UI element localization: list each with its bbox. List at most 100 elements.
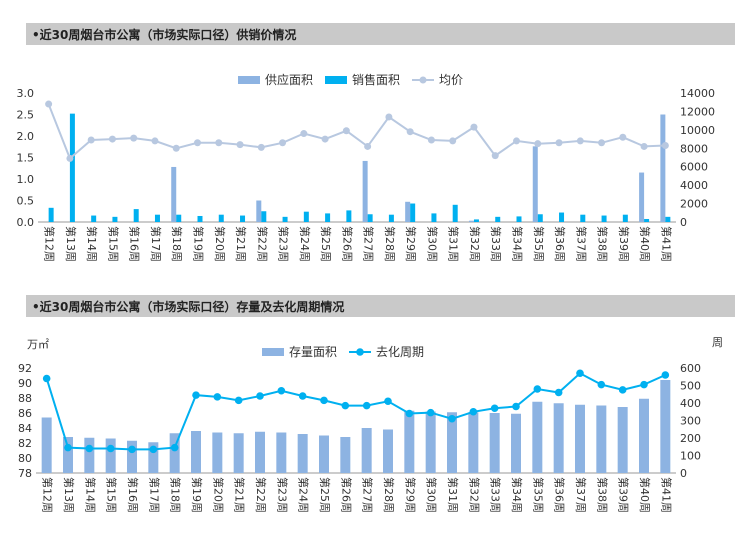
x-tick-label: 第30周 xyxy=(425,226,439,262)
left-tick-label: 78 xyxy=(18,467,32,480)
x-tick-label: 第25周 xyxy=(318,477,332,513)
bar-stock xyxy=(233,433,244,473)
bar-stock xyxy=(127,440,137,473)
x-tick-label: 第29周 xyxy=(404,226,418,262)
x-tick-label: 第13周 xyxy=(62,477,76,513)
bar-stock xyxy=(468,412,479,473)
x-tick-label: 第21周 xyxy=(233,477,247,513)
point-cycle xyxy=(661,371,670,379)
left-tick-label: 84 xyxy=(18,422,32,435)
right-tick-label: 200 xyxy=(680,432,701,445)
point-cycle xyxy=(298,392,307,400)
bar-stock xyxy=(660,380,671,473)
point-cycle xyxy=(554,388,563,397)
bar-stock xyxy=(276,432,287,473)
x-tick-label: 第12周 xyxy=(43,226,57,262)
point-cycle xyxy=(405,409,414,418)
point-price xyxy=(555,139,563,147)
left-tick-label: 3.0 xyxy=(17,87,35,100)
point-cycle xyxy=(448,414,456,423)
right-tick-label: 400 xyxy=(680,397,701,410)
x-tick-label: 第28周 xyxy=(383,226,397,262)
x-tick-label: 第37周 xyxy=(574,226,588,262)
bar-sales xyxy=(388,214,394,222)
bar-sales xyxy=(537,214,543,222)
bar-stock xyxy=(532,401,543,473)
point-cycle xyxy=(384,397,392,406)
bar-stock xyxy=(489,413,500,473)
left-tick-label: 2.0 xyxy=(17,130,35,143)
chart2-left-unit: 万㎡ xyxy=(27,338,49,351)
left-tick-label: 86 xyxy=(18,407,32,420)
bar-sales xyxy=(495,216,501,222)
point-price xyxy=(598,139,606,147)
legend-label-price: 均价 xyxy=(439,73,463,87)
x-tick-label: 第23周 xyxy=(277,226,291,262)
left-tick-label: 1.5 xyxy=(17,152,35,165)
right-tick-label: 300 xyxy=(680,415,701,428)
bar-sales xyxy=(431,213,437,222)
x-tick-label: 第17周 xyxy=(147,477,161,513)
x-tick-label: 第24周 xyxy=(297,477,311,513)
left-tick-label: 88 xyxy=(18,392,32,405)
x-tick-label: 第41周 xyxy=(659,477,673,513)
legend-marker-cycle xyxy=(356,348,364,356)
point-price xyxy=(321,135,329,143)
right-tick-label: 2000 xyxy=(680,198,708,211)
point-price xyxy=(279,139,287,147)
x-tick-label: 第27周 xyxy=(361,477,375,513)
supply-sales-price-chart: 0.0 0.5 1.0 1.5 2.0 2.5 3.0 0 2000 4000 6000 8000 10… xyxy=(17,72,716,262)
point-price xyxy=(236,141,244,149)
bar-sales xyxy=(261,211,267,222)
bar-stock xyxy=(404,410,415,473)
bar-sales xyxy=(303,211,309,222)
bar-sales xyxy=(218,214,224,222)
bar-sales xyxy=(154,214,160,222)
right-tick-label: 0 xyxy=(680,216,687,229)
point-price xyxy=(172,144,180,152)
point-price xyxy=(406,128,414,136)
point-price xyxy=(130,134,138,142)
chart1-title: •近30周烟台市公寓（市场实际口径）供销价情况 xyxy=(32,28,297,42)
legend-label-supply: 供应面积 xyxy=(265,72,313,87)
x-tick-label: 第27周 xyxy=(362,226,376,262)
bar-supply xyxy=(639,172,645,222)
x-tick-label: 第35周 xyxy=(532,226,546,262)
bar-stock xyxy=(383,429,393,473)
left-tick-label: 80 xyxy=(18,452,32,465)
bar-stock xyxy=(447,412,457,473)
bar-sales xyxy=(48,207,54,222)
x-tick-label: 第40周 xyxy=(638,477,652,513)
x-tick-label: 第36周 xyxy=(553,226,567,262)
bar-stock xyxy=(297,434,308,473)
point-price xyxy=(385,113,393,121)
bar-stock xyxy=(63,437,73,473)
right-tick-label: 600 xyxy=(680,362,701,375)
bar-stock xyxy=(169,433,180,473)
point-price xyxy=(576,137,584,145)
bar-supply xyxy=(660,114,666,222)
point-cycle xyxy=(341,401,350,410)
point-cycle xyxy=(490,404,499,413)
bar-stock xyxy=(511,413,521,473)
x-tick-label: 第30周 xyxy=(425,477,439,513)
x-tick-label: 第38周 xyxy=(595,477,609,513)
point-cycle xyxy=(234,396,243,405)
point-cycle xyxy=(597,380,606,389)
bar-sales xyxy=(601,215,607,222)
point-cycle xyxy=(256,392,264,400)
x-tick-label: 第41周 xyxy=(659,226,673,262)
bar-sales xyxy=(665,216,671,222)
point-cycle xyxy=(576,369,584,378)
left-tick-label: 92 xyxy=(18,362,32,375)
x-tick-label: 第20周 xyxy=(213,226,227,262)
bar-sales xyxy=(622,214,628,222)
legend-swatch-sales xyxy=(325,76,347,84)
bar-stock xyxy=(617,407,628,473)
point-price xyxy=(342,127,350,135)
right-tick-label: 14000 xyxy=(680,87,715,100)
right-tick-label: 500 xyxy=(680,380,701,393)
bar-stock xyxy=(553,403,564,473)
x-tick-label: 第26周 xyxy=(339,477,353,513)
legend-swatch-supply xyxy=(238,76,260,84)
